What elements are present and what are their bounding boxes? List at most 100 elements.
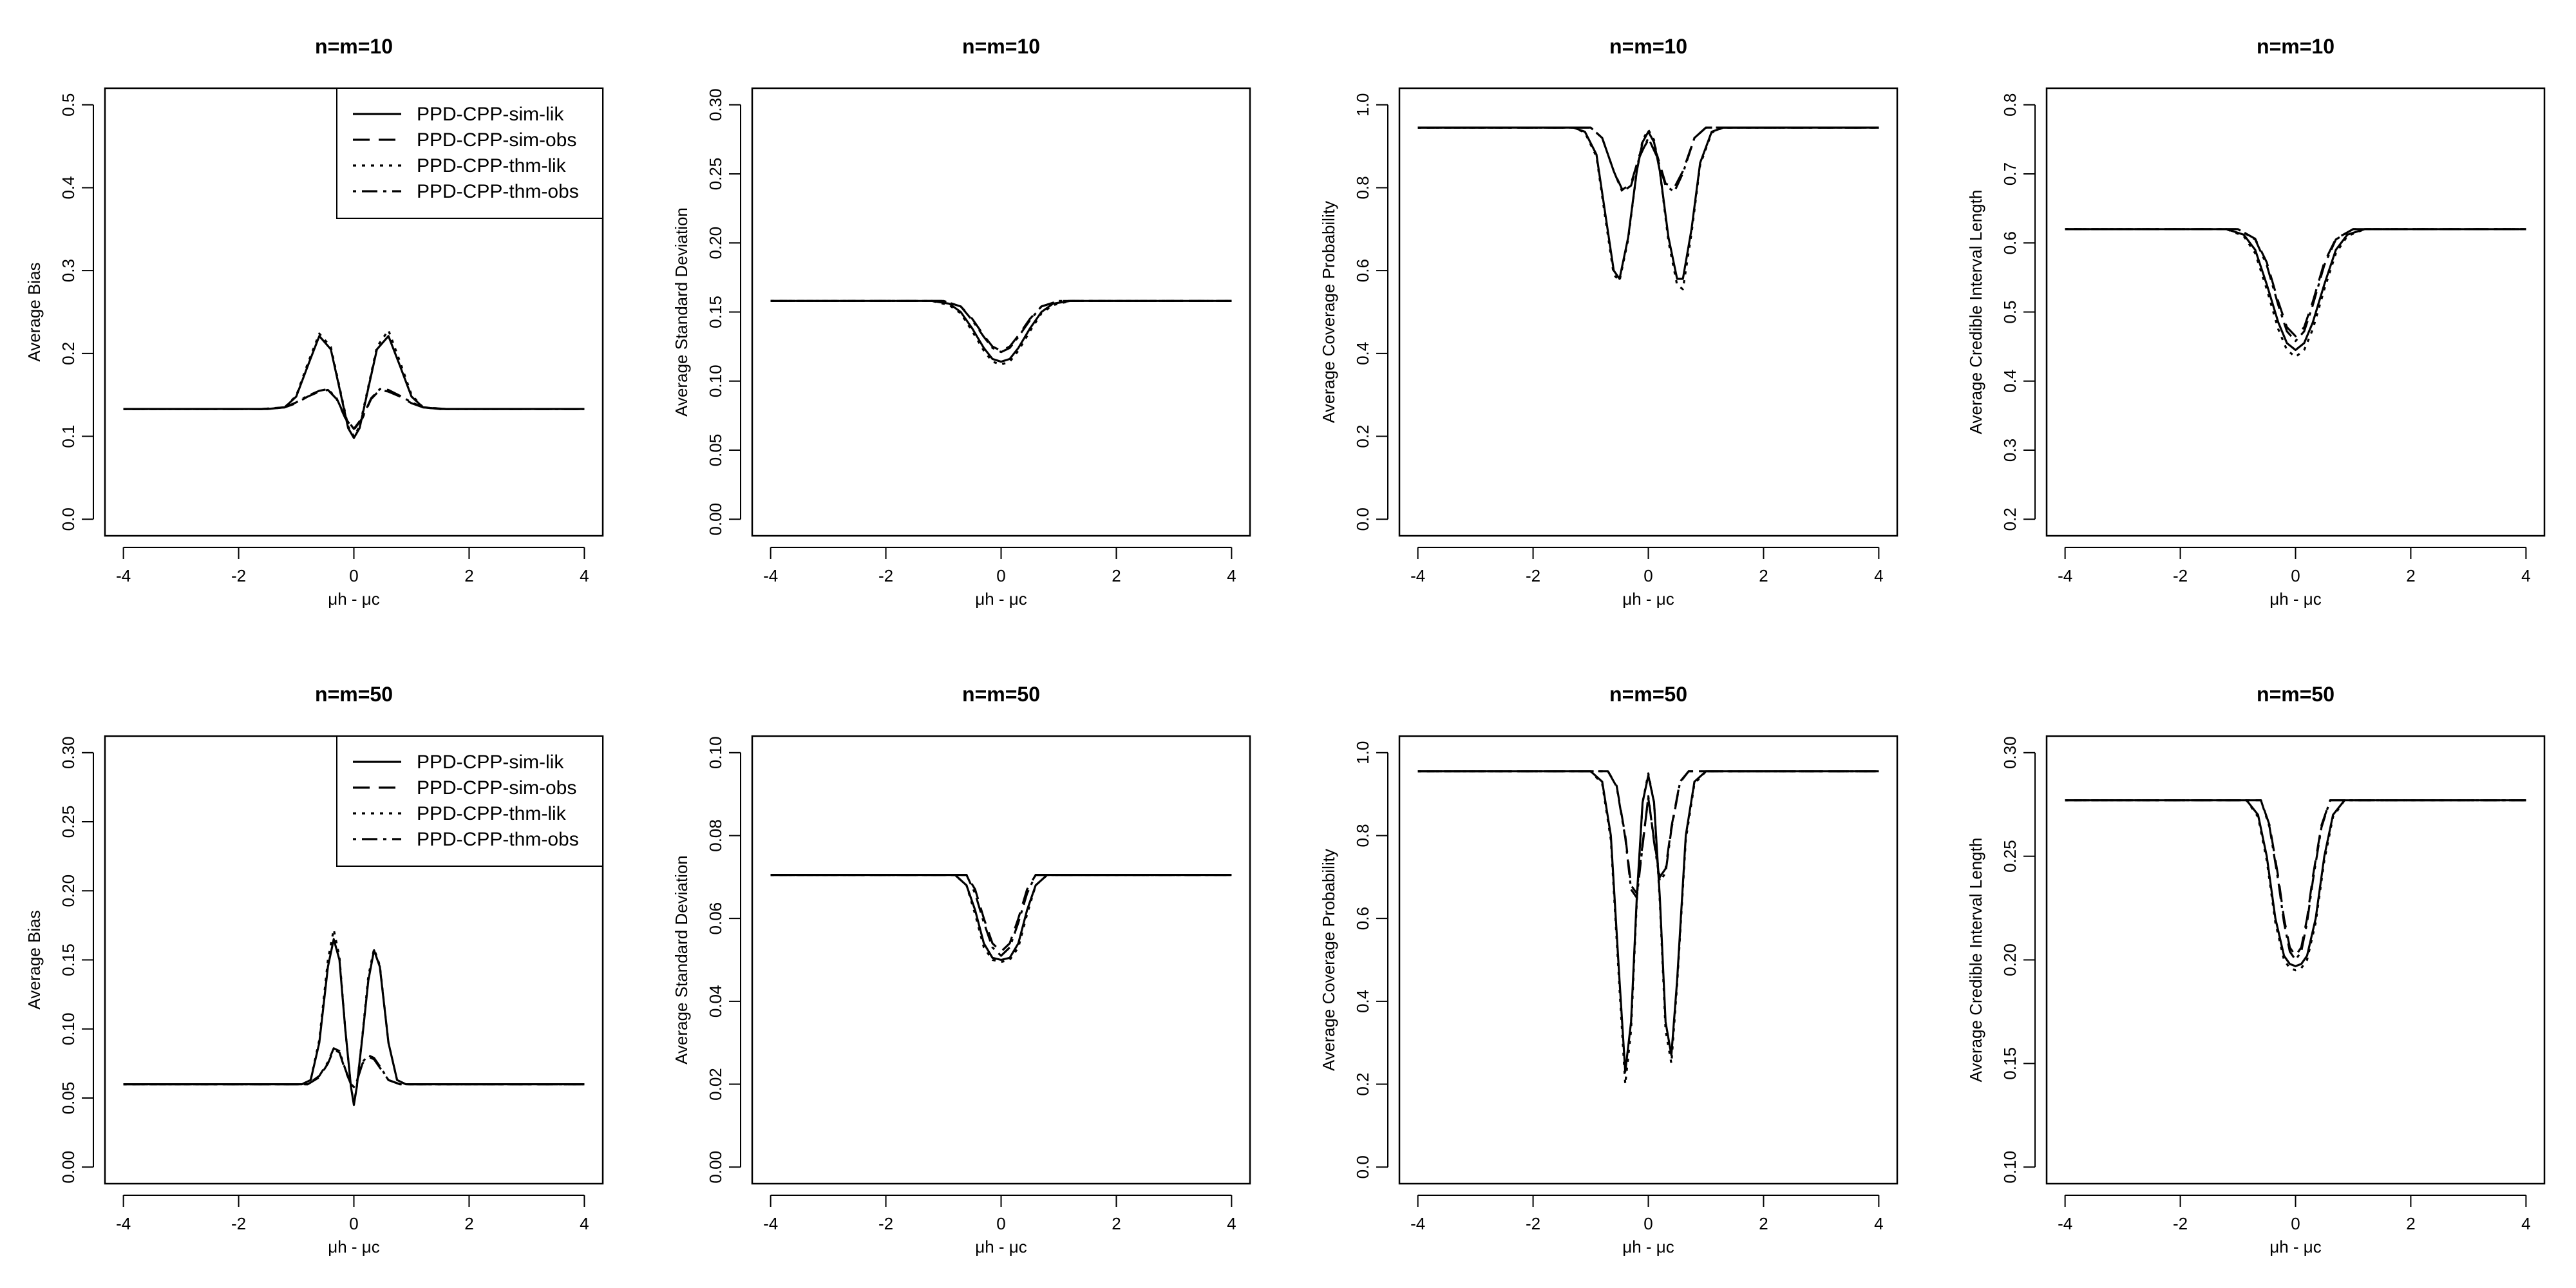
legend-label: PPD-CPP-sim-obs: [417, 129, 576, 151]
series-line-line-2: [2065, 799, 2526, 957]
x-tick-label: 2: [2406, 1214, 2415, 1233]
x-tick-label: -4: [2058, 1214, 2072, 1233]
x-tick-label: -2: [231, 566, 246, 585]
y-axis-label: Average Credible Interval Length: [1966, 190, 1985, 435]
y-tick-label: 0.4: [59, 176, 78, 199]
series-line-line-4: [2065, 228, 2526, 343]
chart-panel-7: n=m=50 -4 -2 0 2 4 μh - μc 0.0 0.2 0.4 0.6 0.8 1.0 Av…: [1319, 683, 1899, 1256]
x-tick-label: 4: [1227, 1214, 1236, 1233]
y-tick-label: 0.08: [706, 819, 725, 852]
y-tick-label: 1.0: [1353, 741, 1372, 764]
series-line-line-3: [1417, 770, 1879, 1086]
y-tick-label: 0.6: [1353, 259, 1372, 282]
legend-label: PPD-CPP-thm-obs: [417, 829, 579, 850]
x-tick-label: -2: [2173, 1214, 2188, 1233]
x-tick-label: 2: [1112, 566, 1121, 585]
legend-label: PPD-CPP-thm-obs: [417, 181, 579, 202]
y-tick-label: 0.20: [2000, 943, 2020, 976]
series-line-line-4: [770, 874, 1232, 957]
legend-label: PPD-CPP-sim-lik: [417, 752, 564, 773]
x-tick-label: -2: [1526, 1214, 1540, 1233]
x-tick-label: 4: [1227, 566, 1236, 585]
y-tick-label: 0.4: [1353, 342, 1372, 365]
y-axis-label: Average Coverage Probability: [1319, 201, 1338, 423]
chart-panel-6: n=m=50 -4 -2 0 2 4 μh - μc 0.00 0.02 0.04 0.06 0.08…: [672, 683, 1251, 1256]
chart-title: n=m=50: [315, 683, 393, 706]
x-tick-label: 4: [1874, 1214, 1883, 1233]
x-axis-label: μh - μc: [2269, 1237, 2322, 1256]
y-tick-label: 0.4: [1353, 990, 1372, 1013]
y-tick-label: 0.00: [59, 1151, 78, 1184]
y-tick-label: 0.3: [59, 259, 78, 282]
y-axis-label: Average Standard Deviation: [672, 855, 691, 1065]
series-line-line-4: [770, 299, 1232, 354]
chart-title: n=m=50: [1609, 683, 1687, 706]
chart-title: n=m=50: [962, 683, 1040, 706]
legend-label: PPD-CPP-sim-obs: [417, 777, 576, 799]
x-tick-label: -2: [231, 1214, 246, 1233]
series-line-line-2: [770, 874, 1232, 953]
chart-title: n=m=50: [2257, 683, 2334, 706]
y-tick-label: 0.5: [59, 93, 78, 117]
x-tick-label: 4: [580, 566, 589, 585]
x-tick-label: -2: [878, 566, 893, 585]
chart-panel-1: n=m=10 -4 -2 0 2 4 μh - μc 0.0 0.1 0.2 0.3 0.4 0.5 Av…: [24, 35, 604, 609]
chart-title: n=m=10: [962, 35, 1040, 58]
x-tick-label: 0: [996, 1214, 1005, 1233]
series-line-line-2: [1417, 126, 1879, 191]
x-tick-label: -4: [1410, 1214, 1425, 1233]
plot-frame: [751, 87, 1251, 537]
chart-panel-2: n=m=10 -4 -2 0 2 4 μh - μc 0.00 0.05 0.10 0.15 0.20…: [672, 35, 1251, 609]
chart-title: n=m=10: [1609, 35, 1687, 58]
x-tick-label: 0: [349, 1214, 358, 1233]
y-tick-label: 0.04: [706, 985, 725, 1018]
series-line-ppd-cpp-sim-lik: [123, 938, 585, 1106]
y-tick-label: 0.0: [1353, 1155, 1372, 1179]
y-axis-label: Average Standard Deviation: [672, 207, 691, 417]
y-axis-label: Average Coverage Probability: [1319, 849, 1338, 1071]
series-line-line-1: [2065, 228, 2526, 352]
plot-frame: [751, 735, 1251, 1185]
x-axis-label: μh - μc: [1622, 589, 1674, 609]
y-tick-label: 0.6: [1353, 907, 1372, 930]
y-tick-label: 0.06: [706, 902, 725, 935]
series-line-line-4: [1417, 770, 1879, 899]
plot-frame: [1398, 87, 1899, 537]
y-tick-label: 0.15: [706, 296, 725, 328]
series-line-line-3: [770, 874, 1232, 963]
series-line-line-1: [2065, 799, 2526, 967]
legend: PPD-CPP-sim-lik PPD-CPP-sim-obs PPD-CPP-th…: [336, 88, 603, 219]
x-tick-label: -2: [2173, 566, 2188, 585]
y-tick-label: 1.0: [1353, 93, 1372, 117]
y-tick-label: 0.00: [706, 503, 725, 536]
series-line-ppd-cpp-sim-lik: [123, 335, 585, 439]
y-axis-label: Average Bias: [24, 262, 44, 361]
x-tick-label: -2: [1526, 566, 1540, 585]
x-tick-label: -2: [878, 1214, 893, 1233]
y-tick-label: 0.0: [59, 507, 78, 531]
y-tick-label: 0.1: [59, 424, 78, 448]
series-line-line-1: [770, 299, 1232, 363]
x-tick-label: 4: [1874, 566, 1883, 585]
x-tick-label: -4: [116, 566, 131, 585]
series-line-ppd-cpp-sim-obs: [123, 388, 585, 431]
y-tick-label: 0.15: [2000, 1047, 2020, 1080]
x-tick-label: 0: [1643, 1214, 1653, 1233]
y-tick-label: 0.10: [2000, 1151, 2020, 1184]
series-line-line-1: [1417, 126, 1879, 280]
chart-panel-3: n=m=10 -4 -2 0 2 4 μh - μc 0.0 0.2 0.4 0.6 0.8 1.0 Av…: [1319, 35, 1899, 609]
x-tick-label: 0: [2291, 1214, 2300, 1233]
y-tick-label: 0.7: [2000, 162, 2020, 185]
series-line-ppd-cpp-thm-obs: [123, 388, 585, 430]
y-tick-label: 0.20: [706, 227, 725, 260]
x-tick-label: -4: [763, 566, 778, 585]
x-tick-label: 2: [464, 566, 473, 585]
series-line-line-2: [2065, 228, 2526, 337]
y-tick-label: 0.5: [2000, 300, 2020, 323]
x-tick-label: 2: [1759, 566, 1768, 585]
y-tick-label: 0.0: [1353, 507, 1372, 531]
x-axis-label: μh - μc: [975, 589, 1027, 609]
x-tick-label: 2: [1112, 1214, 1121, 1233]
